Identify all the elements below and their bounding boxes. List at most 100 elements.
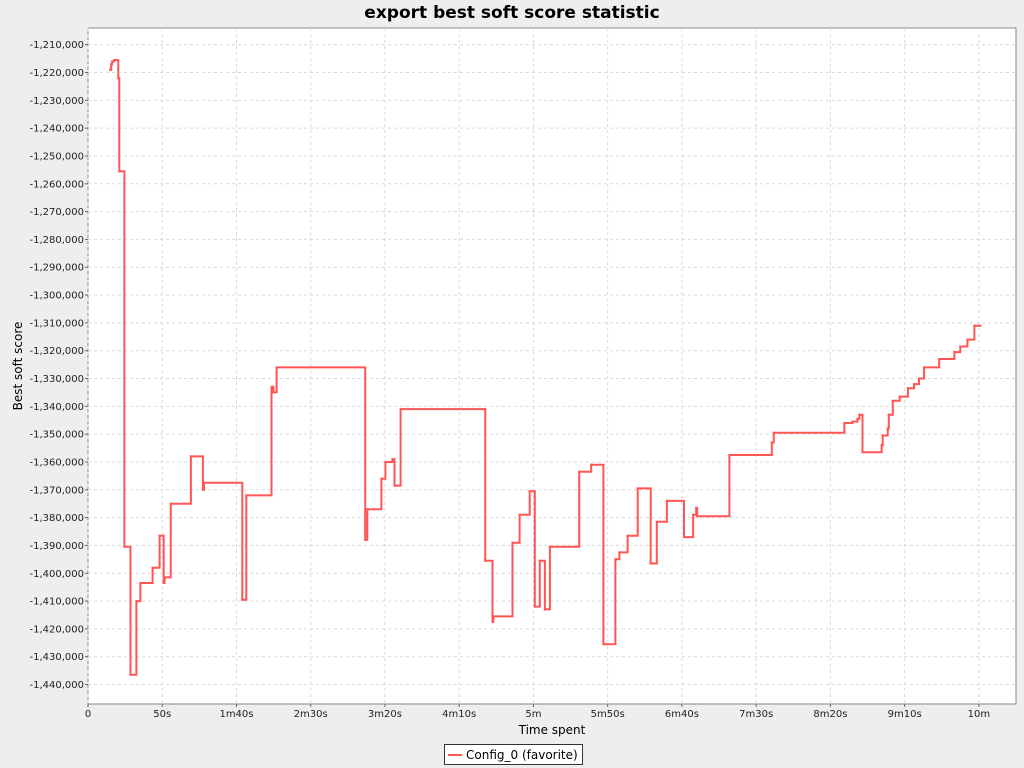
- data-point: [241, 598, 244, 601]
- data-point: [189, 455, 192, 458]
- data-point: [391, 458, 394, 461]
- data-point: [953, 351, 956, 354]
- data-point: [880, 444, 883, 447]
- data-point: [979, 324, 982, 327]
- x-tick-label: 9m10s: [888, 709, 922, 720]
- data-point: [614, 558, 617, 561]
- y-tick-label: -1,410,000: [29, 597, 84, 608]
- x-tick-label: 5m: [525, 709, 541, 720]
- y-tick-label: -1,300,000: [29, 291, 84, 302]
- data-point: [683, 536, 685, 539]
- x-tick-label: 1m40s: [219, 709, 253, 720]
- data-point: [139, 582, 142, 584]
- data-point: [272, 391, 275, 394]
- data-point: [245, 494, 248, 497]
- data-point: [696, 515, 699, 518]
- data-point: [201, 488, 204, 491]
- y-tick-label: -1,430,000: [29, 652, 84, 663]
- data-point: [959, 345, 962, 348]
- data-point: [843, 422, 846, 424]
- data-point: [973, 324, 976, 327]
- data-point: [366, 508, 369, 511]
- data-point: [123, 545, 126, 548]
- data-point: [492, 615, 495, 618]
- x-tick-label: 10m: [968, 709, 990, 720]
- data-point: [861, 451, 864, 454]
- data-point: [923, 366, 926, 369]
- y-tick-label: -1,440,000: [29, 680, 84, 691]
- x-tick-label: 50s: [153, 709, 171, 720]
- data-point: [770, 441, 773, 444]
- data-point: [728, 454, 731, 456]
- data-point: [110, 63, 113, 66]
- y-tick-label: -1,310,000: [29, 318, 84, 329]
- data-point: [162, 582, 165, 584]
- data-point: [113, 59, 116, 61]
- legend-label: Config_0 (favorite): [466, 747, 578, 762]
- y-tick-label: -1,290,000: [29, 263, 84, 274]
- data-point: [169, 502, 172, 505]
- data-point: [399, 408, 402, 411]
- data-point: [886, 427, 889, 430]
- data-point: [109, 68, 112, 71]
- data-point: [543, 608, 546, 611]
- data-point: [528, 490, 531, 493]
- x-tick-label: 7m30s: [739, 709, 773, 720]
- data-point: [692, 513, 695, 516]
- data-point: [151, 566, 154, 569]
- x-tick-label: 2m30s: [294, 709, 328, 720]
- x-tick-label: 5m50s: [591, 709, 625, 720]
- data-point: [511, 541, 514, 544]
- x-tick-label: 8m20s: [813, 709, 847, 720]
- y-tick-label: -1,240,000: [29, 124, 84, 135]
- data-point: [538, 559, 541, 562]
- plot-area: [87, 27, 1017, 705]
- grid-lines: [87, 28, 1016, 704]
- data-point: [364, 538, 367, 541]
- x-tick-label: 0: [85, 709, 91, 720]
- data-point: [636, 487, 639, 490]
- data-point: [906, 387, 909, 390]
- data-point: [275, 366, 278, 369]
- y-tick-label: -1,250,000: [29, 151, 84, 162]
- data-point: [518, 513, 521, 516]
- data-point: [898, 395, 901, 398]
- y-tick-label: -1,400,000: [29, 569, 84, 580]
- y-tick-label: -1,210,000: [29, 40, 84, 51]
- data-point: [887, 413, 890, 416]
- data-point: [858, 413, 861, 416]
- data-point: [602, 643, 605, 646]
- data-point: [918, 377, 920, 380]
- y-axis-ticks: -1,210,000 -1,220,000 -1,230,000 -1,240,000…: [29, 40, 88, 691]
- data-point: [938, 358, 941, 360]
- x-tick-label: 3m20s: [368, 709, 402, 720]
- data-point: [135, 600, 138, 603]
- data-point: [665, 499, 668, 502]
- y-tick-label: -1,320,000: [29, 346, 84, 357]
- y-tick-label: -1,420,000: [29, 624, 84, 635]
- data-point: [118, 170, 121, 173]
- data-point: [913, 383, 915, 386]
- y-tick-label: -1,380,000: [29, 513, 84, 524]
- data-point: [270, 385, 273, 388]
- y-tick-label: -1,330,000: [29, 374, 84, 385]
- data-point: [129, 673, 132, 676]
- y-tick-label: -1,230,000: [29, 96, 84, 107]
- data-point: [891, 399, 894, 402]
- data-point: [626, 534, 629, 537]
- y-tick-label: -1,280,000: [29, 235, 84, 246]
- data-point: [393, 484, 396, 487]
- data-point: [533, 605, 536, 608]
- legend: Config_0 (favorite): [444, 744, 583, 765]
- series-layer: [109, 59, 982, 676]
- data-point: [966, 338, 969, 341]
- data-point: [649, 562, 652, 565]
- y-tick-label: -1,220,000: [29, 68, 84, 79]
- y-tick-label: -1,350,000: [29, 430, 84, 441]
- data-point: [203, 481, 205, 484]
- data-point: [851, 420, 854, 423]
- y-axis-label: Best soft score: [11, 322, 25, 411]
- data-point: [111, 60, 114, 63]
- x-tick-label: 4m10s: [442, 709, 476, 720]
